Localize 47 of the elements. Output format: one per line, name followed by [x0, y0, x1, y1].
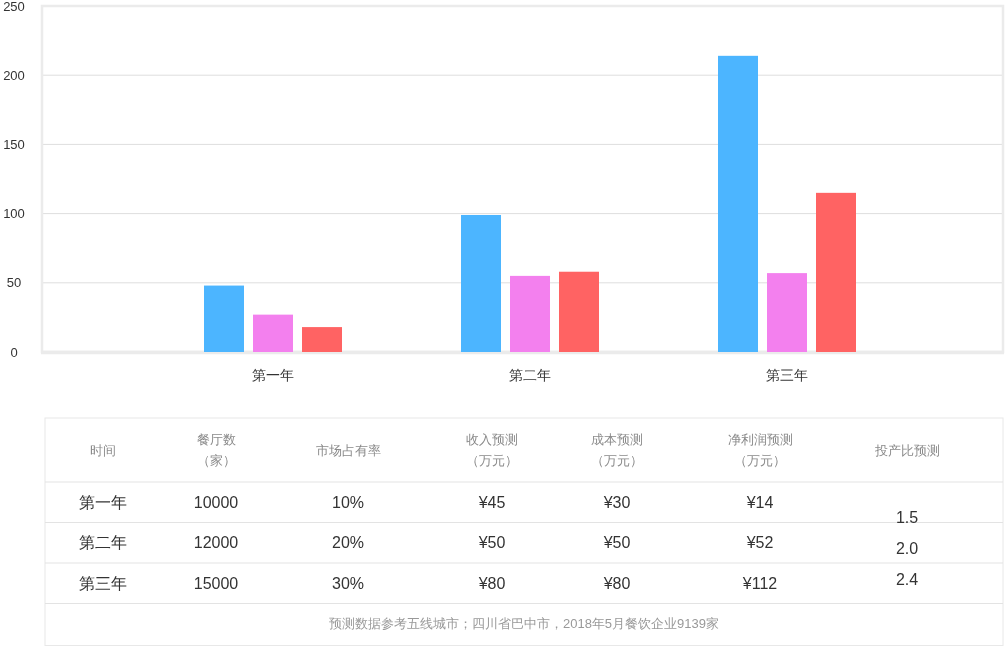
text: ¥80	[478, 574, 506, 592]
text: 10%	[331, 493, 365, 511]
text: ¥14	[746, 493, 774, 511]
y-tick-label: 50	[6, 275, 22, 291]
text: ¥30	[603, 493, 631, 511]
category-label: 收入预测（万元）	[465, 431, 519, 470]
x-tick-label: 第三年	[766, 367, 808, 383]
y-tick-label: 0	[10, 344, 18, 360]
bar	[816, 192, 856, 352]
text: ¥45	[478, 493, 506, 511]
text: ¥50	[603, 534, 631, 552]
text: 第一年	[79, 493, 127, 511]
bar	[204, 285, 244, 352]
text: 20%	[331, 534, 365, 552]
y-tick-label: 200	[3, 67, 25, 83]
category-label: 投产比预测	[873, 441, 941, 460]
category-label: 时间	[89, 441, 117, 460]
category-label: 成本预测（万元）	[590, 431, 644, 470]
bar	[302, 327, 342, 352]
text: 预测数据参考五线城市；四川省巴中市，2018年5月餐饮企业9139家	[328, 615, 720, 631]
y-tick-label: 150	[3, 136, 25, 152]
bar	[718, 55, 758, 352]
bar	[767, 273, 807, 352]
text: 2.4	[895, 570, 919, 588]
text: ¥50	[478, 534, 506, 552]
text: ¥112	[742, 574, 778, 592]
category-label: 餐厅数（家）	[195, 431, 237, 470]
category-label: 净利润预测（万元）	[726, 431, 794, 470]
x-tick-label: 第一年	[252, 367, 294, 383]
text: 第二年	[79, 534, 127, 552]
bar	[559, 271, 599, 352]
category-label: 市场占有率	[314, 441, 382, 460]
x-tick-label: 第二年	[509, 367, 551, 383]
y-tick-label: 100	[3, 206, 25, 222]
text: 第三年	[79, 574, 127, 592]
bar	[510, 275, 550, 352]
bar	[461, 214, 501, 352]
text: 30%	[331, 574, 365, 592]
text: 1.5	[895, 508, 919, 526]
text: 12000	[193, 534, 239, 552]
text: ¥52	[746, 534, 774, 552]
bar	[253, 314, 293, 352]
y-tick-label: 250	[3, 0, 25, 14]
text: 2.0	[895, 539, 919, 557]
text: ¥80	[603, 574, 631, 592]
text: 10000	[193, 493, 239, 511]
text: 15000	[193, 574, 239, 592]
